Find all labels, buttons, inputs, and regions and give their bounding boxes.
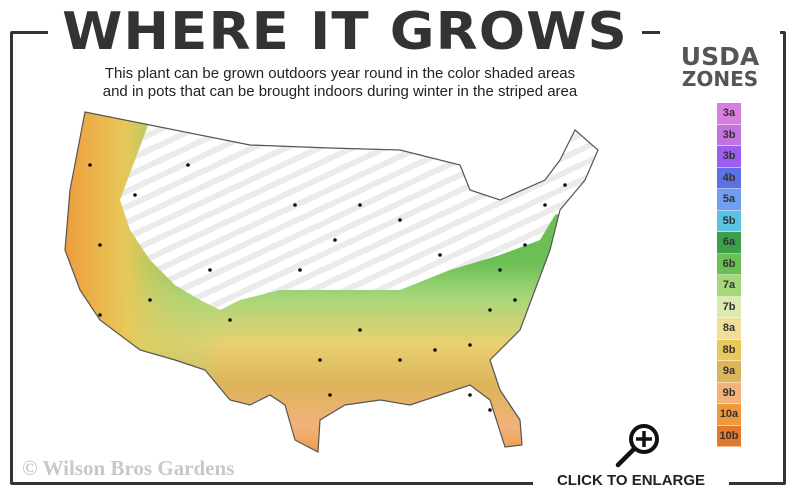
- legend-zone-5a: 5a: [717, 189, 741, 211]
- legend-zone-5b: 5b: [717, 210, 741, 232]
- subtitle: This plant can be grown outdoors year ro…: [40, 65, 640, 101]
- legend-zone-9a: 9a: [717, 361, 741, 383]
- legend-zone-10a: 10a: [717, 404, 741, 426]
- legend-zone-4b: 4b: [717, 167, 741, 189]
- legend-zone-9b: 9b: [717, 382, 741, 404]
- legend-zone-6b: 6b: [717, 253, 741, 275]
- click-to-enlarge-button[interactable]: CLICK TO ENLARGE: [556, 472, 706, 489]
- frame-gap: [660, 25, 780, 37]
- city-markers: [88, 163, 567, 412]
- legend-zone-10b: 10b: [717, 425, 741, 447]
- legend-zone-7a: 7a: [717, 275, 741, 297]
- legend-zone-6a: 6a: [717, 232, 741, 254]
- zone-legend: 3a 3b 3b 4b 5a 5b 6a 6b 7a 7b 8a 8b 9a 9b 10a 10b: [717, 103, 741, 447]
- subtitle-line-1: This plant can be grown outdoors year ro…: [104, 65, 576, 82]
- frame-gap: [48, 25, 642, 37]
- legend-title-line-1: USDA: [680, 42, 760, 71]
- legend-title: USDA ZONES: [660, 42, 780, 91]
- legend-zone-3a: 3a: [717, 103, 741, 125]
- legend-title-line-2: ZONES: [681, 67, 759, 91]
- legend-zone-8a: 8a: [717, 318, 741, 340]
- subtitle-line-2: and in pots that can be brought indoors …: [102, 83, 578, 100]
- frame-gap: [533, 478, 729, 490]
- copyright-watermark: © Wilson Bros Gardens: [22, 456, 235, 480]
- legend-zone-3b: 3b: [717, 146, 741, 168]
- legend-zone-8b: 8b: [717, 339, 741, 361]
- legend-zone-3b: 3b: [717, 124, 741, 146]
- page-title: WHERE IT GROWS: [62, 2, 628, 62]
- magnifier-plus-icon[interactable]: [610, 422, 666, 468]
- legend-zone-7b: 7b: [717, 296, 741, 318]
